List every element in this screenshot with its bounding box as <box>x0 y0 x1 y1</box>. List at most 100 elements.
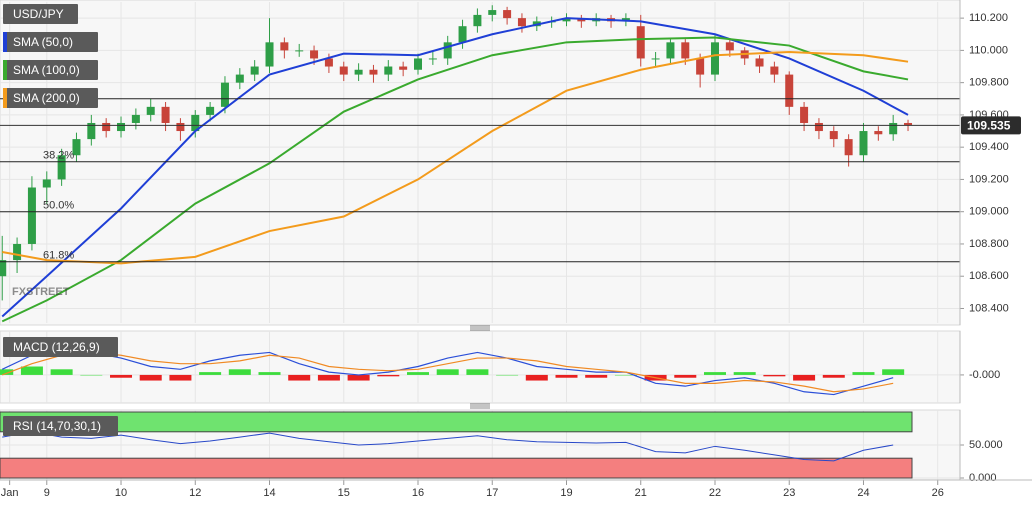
macd-histogram-bar <box>763 374 786 377</box>
candle-body <box>725 42 734 51</box>
candle-body <box>829 131 838 140</box>
macd-histogram-bar <box>466 369 489 375</box>
price-tag <box>961 116 1021 135</box>
candle-body <box>176 122 185 132</box>
candle-body <box>503 10 512 19</box>
candle-body <box>102 122 111 132</box>
candle-body <box>428 58 437 60</box>
candle-body <box>785 74 794 107</box>
label-text: RSI (14,70,30,1) <box>13 419 101 433</box>
x-tick-label: 26 <box>932 487 944 499</box>
candle-body <box>13 243 22 261</box>
candle-body <box>87 122 96 140</box>
candle-body <box>681 42 690 59</box>
label-text: MACD (12,26,9) <box>13 340 100 354</box>
macd-histogram-bar <box>436 369 459 375</box>
macd-histogram-bar <box>20 366 43 375</box>
candle-body <box>220 82 229 107</box>
x-tick-label: 14 <box>263 487 275 499</box>
candle-body <box>904 122 913 126</box>
x-tick-label: 12 <box>189 487 201 499</box>
x-tick-label: 23 <box>783 487 795 499</box>
candle-body <box>250 66 259 75</box>
candle-body <box>443 42 452 59</box>
macd-histogram-bar <box>317 374 340 381</box>
candle-body <box>235 74 244 83</box>
candle-body <box>117 122 126 132</box>
y-tick-label: 109.000 <box>969 206 1009 218</box>
x-tick-label: 24 <box>857 487 869 499</box>
macd-histogram-bar <box>199 372 222 375</box>
label-text: SMA (50,0) <box>13 35 73 49</box>
candle-body <box>488 10 497 15</box>
macd-histogram-bar <box>50 369 73 375</box>
x-tick-label: 21 <box>635 487 647 499</box>
macd-histogram-bar <box>585 374 608 378</box>
macd-histogram-bar <box>555 374 578 378</box>
label-text: USD/JPY <box>13 7 64 21</box>
panel-handle <box>470 325 490 409</box>
candle-body <box>27 187 36 244</box>
y-tick-label: 0.000 <box>969 472 997 484</box>
panel-plot <box>0 2 960 323</box>
candle-body <box>770 66 779 75</box>
overbought-zone <box>0 411 913 433</box>
label-text: SMA (200,0) <box>13 91 80 105</box>
rsi-line <box>2 431 894 462</box>
macd-histogram-bar <box>169 374 192 381</box>
x-tick-label: 15 <box>338 487 350 499</box>
fib-label: 61.8% <box>43 250 74 262</box>
label-box <box>3 32 98 52</box>
label-swatch <box>3 88 7 108</box>
candle-body <box>399 66 408 70</box>
y-tick-label: 110.000 <box>969 44 1008 56</box>
candle-body <box>844 139 853 156</box>
macd-histogram-bar <box>852 372 875 375</box>
candle-body <box>651 58 660 60</box>
candle-body <box>710 42 719 75</box>
y-tick-label: 109.200 <box>969 173 1009 185</box>
macd-histogram-bar <box>0 369 14 375</box>
candle-body <box>414 58 423 70</box>
panel-plot <box>0 331 960 403</box>
sma-line <box>2 51 909 265</box>
x-tick-label: 19 <box>560 487 572 499</box>
candle-body <box>666 42 675 59</box>
y-tick-label: 109.800 <box>969 77 1009 89</box>
candle-body <box>191 114 200 132</box>
panel-plot <box>0 410 960 480</box>
candle-body <box>354 69 363 75</box>
candle-body <box>458 26 467 43</box>
price-tag-text: 109.535 <box>967 119 1011 133</box>
signal-line <box>2 351 894 393</box>
candle-body <box>0 260 7 277</box>
sma-line <box>1 17 909 318</box>
macd-histogram-bar <box>793 374 816 381</box>
candle-body <box>161 106 170 123</box>
macd-histogram-bar <box>882 369 905 375</box>
macd-histogram-bar <box>674 374 697 378</box>
x-tick-label: 9 <box>44 487 50 499</box>
x-tick-label: 10 <box>115 487 127 499</box>
candle-body <box>339 66 348 75</box>
macd-line <box>1 349 894 396</box>
x-tick-label: 16 <box>412 487 424 499</box>
candle-body <box>384 66 393 75</box>
candle-body <box>636 26 645 59</box>
label-box <box>3 88 98 108</box>
candle-body <box>206 106 215 115</box>
candle-body <box>369 69 378 75</box>
candle-body <box>72 139 81 156</box>
sma-line <box>1 36 909 323</box>
candle-body <box>42 179 51 188</box>
y-tick-label: 50.000 <box>969 439 1003 451</box>
candle-body <box>562 18 571 22</box>
candle-body <box>146 106 155 115</box>
label-text: SMA (100,0) <box>13 63 80 77</box>
macd-histogram-bar <box>407 372 430 375</box>
label-box <box>3 416 118 436</box>
y-tick-label: 108.800 <box>969 238 1009 250</box>
candle-body <box>859 131 868 156</box>
macd-histogram-bar <box>525 374 548 381</box>
